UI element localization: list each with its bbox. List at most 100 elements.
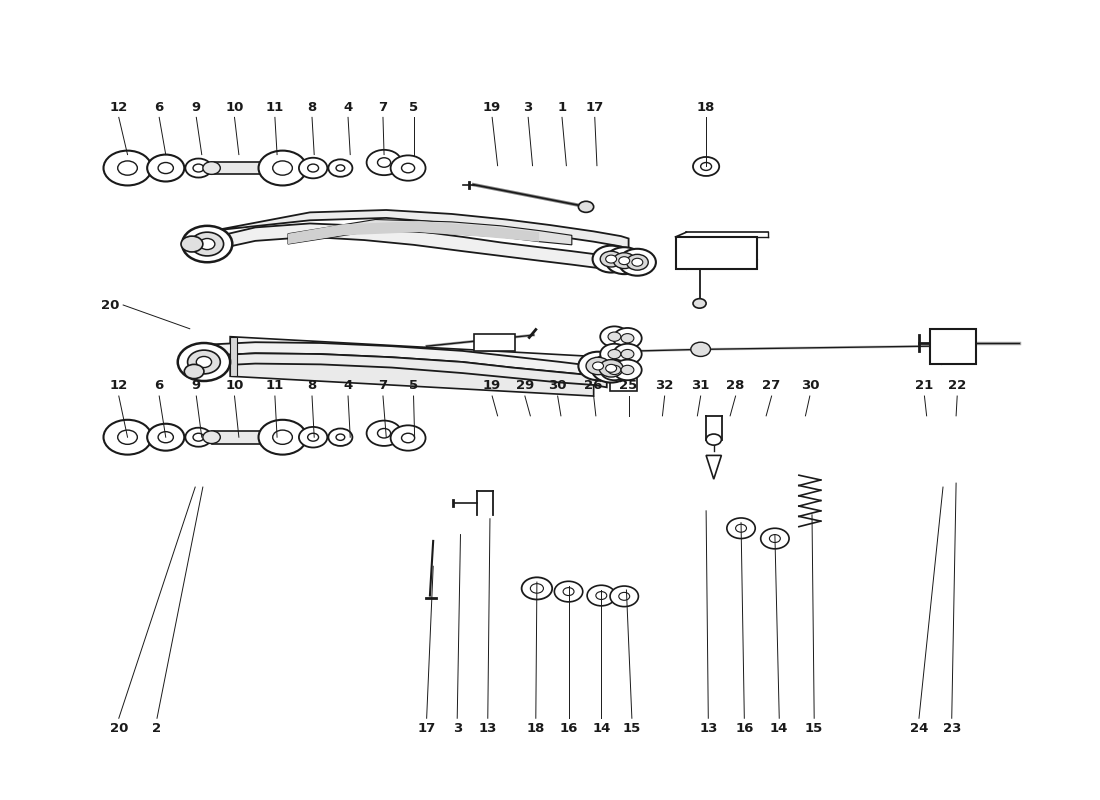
Text: 27: 27 [762,379,781,392]
Circle shape [402,163,415,173]
Circle shape [336,434,344,440]
Circle shape [619,592,629,600]
Text: 3: 3 [452,722,462,735]
Text: 13: 13 [700,722,717,735]
Text: 18: 18 [697,101,715,114]
Circle shape [592,354,630,382]
Circle shape [693,157,719,176]
Text: 7: 7 [378,101,387,114]
Circle shape [190,232,223,256]
Circle shape [158,162,174,174]
Circle shape [587,586,616,606]
Text: 15: 15 [805,722,823,735]
Circle shape [377,158,390,167]
Text: 12: 12 [110,101,128,114]
Text: 9: 9 [191,101,201,114]
Circle shape [521,578,552,599]
Text: 32: 32 [656,379,674,392]
Circle shape [366,421,402,446]
Circle shape [178,343,230,381]
Circle shape [608,332,620,342]
Circle shape [608,366,620,374]
Circle shape [614,328,641,349]
Polygon shape [230,356,594,396]
Polygon shape [230,337,236,376]
Text: 5: 5 [409,379,418,392]
Circle shape [258,150,307,186]
Polygon shape [288,221,539,244]
Circle shape [619,257,629,265]
Text: 11: 11 [266,101,284,114]
Circle shape [530,584,543,593]
Circle shape [706,434,722,445]
Circle shape [769,534,780,542]
Text: 4: 4 [343,101,353,114]
Circle shape [182,236,202,252]
Circle shape [579,352,618,380]
Circle shape [614,253,635,269]
Circle shape [610,586,638,606]
Text: 10: 10 [226,379,244,392]
Text: 16: 16 [560,722,578,735]
Text: 19: 19 [483,101,502,114]
Text: 31: 31 [692,379,710,392]
Circle shape [196,357,211,367]
Text: 18: 18 [527,722,544,735]
Circle shape [619,249,656,276]
Bar [474,334,515,351]
Circle shape [608,350,620,358]
Bar [211,162,272,174]
Circle shape [147,424,185,450]
Circle shape [701,162,712,170]
Text: 3: 3 [524,101,532,114]
Polygon shape [204,223,628,274]
Text: 6: 6 [155,101,164,114]
Text: 14: 14 [592,722,611,735]
Circle shape [631,258,642,266]
Circle shape [263,162,280,174]
Circle shape [554,582,583,602]
Circle shape [593,362,604,370]
Text: 7: 7 [378,379,387,392]
Circle shape [118,430,138,444]
Text: 17: 17 [418,722,436,735]
Text: 15: 15 [623,722,641,735]
Circle shape [606,247,642,274]
Text: 20: 20 [101,298,119,311]
Circle shape [183,226,232,262]
Circle shape [390,426,426,450]
Circle shape [199,238,214,250]
Text: 5: 5 [409,101,418,114]
Text: 19: 19 [483,379,502,392]
Circle shape [377,429,390,438]
Circle shape [103,150,152,186]
Circle shape [329,429,352,446]
Circle shape [308,434,319,441]
Circle shape [263,431,280,443]
Bar [675,237,758,269]
Circle shape [118,161,138,175]
Text: 30: 30 [801,379,820,392]
Circle shape [188,350,220,374]
Circle shape [366,150,402,175]
Text: 21: 21 [915,379,934,392]
Circle shape [600,360,623,377]
Text: 24: 24 [910,722,928,735]
Text: 25: 25 [619,379,638,392]
Circle shape [329,159,352,177]
Circle shape [601,326,628,347]
Text: 16: 16 [735,722,754,735]
Circle shape [601,251,621,267]
Circle shape [147,154,185,182]
Text: 22: 22 [948,379,966,392]
Circle shape [390,155,426,181]
Circle shape [761,528,789,549]
Circle shape [563,588,574,595]
Circle shape [185,364,204,378]
Circle shape [299,427,328,447]
Text: 8: 8 [307,101,317,114]
Circle shape [402,434,415,442]
Circle shape [192,434,204,441]
Text: 11: 11 [266,379,284,392]
Circle shape [621,366,634,374]
